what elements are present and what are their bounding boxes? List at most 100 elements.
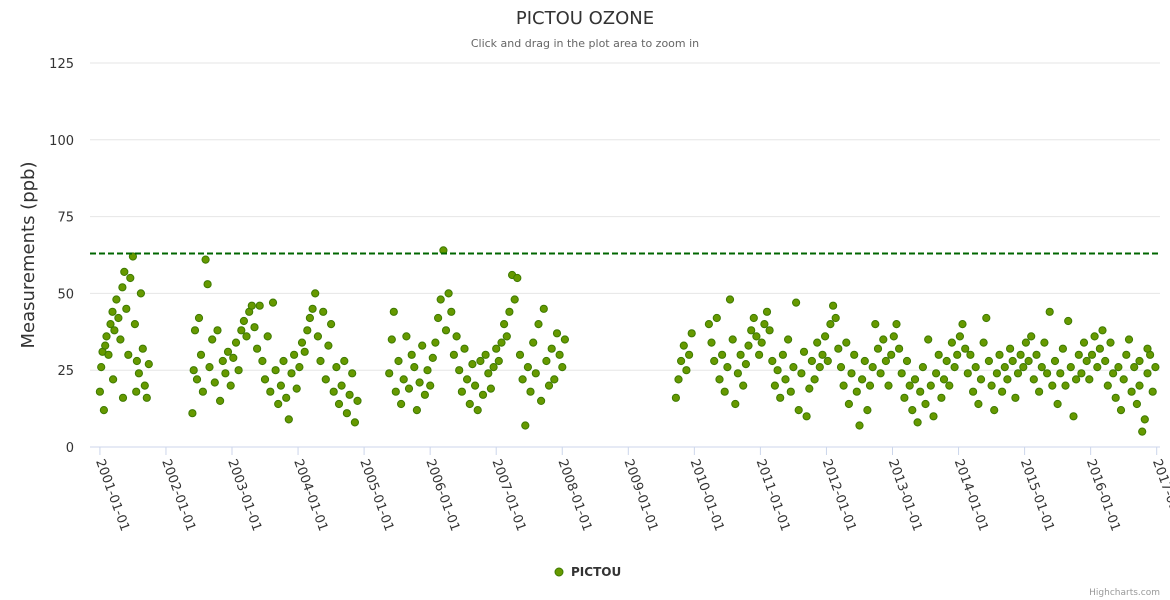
data-point[interactable] [295, 363, 304, 372]
data-point[interactable] [916, 387, 925, 396]
data-point[interactable] [190, 326, 200, 335]
data-point[interactable] [122, 304, 131, 313]
data-point[interactable] [710, 356, 719, 366]
data-point[interactable] [887, 350, 896, 359]
data-point[interactable] [773, 366, 782, 375]
data-point[interactable] [1072, 375, 1081, 384]
data-point[interactable] [821, 332, 830, 341]
data-point[interactable] [834, 344, 843, 353]
data-point[interactable] [786, 387, 795, 396]
data-point[interactable] [284, 415, 293, 424]
data-point[interactable] [1077, 369, 1086, 378]
data-point[interactable] [266, 387, 275, 396]
data-point[interactable] [513, 273, 522, 283]
data-point[interactable] [749, 313, 758, 323]
data-point[interactable] [807, 356, 817, 366]
data-point[interactable] [140, 381, 149, 390]
data-point[interactable] [300, 347, 309, 356]
data-point[interactable] [858, 375, 867, 384]
data-point[interactable] [984, 356, 994, 366]
data-point[interactable] [739, 381, 748, 390]
data-point[interactable] [789, 363, 798, 372]
data-point[interactable] [279, 356, 288, 366]
data-point[interactable] [831, 313, 840, 323]
credits-link[interactable]: Highcharts.com [1089, 588, 1160, 598]
data-point[interactable] [881, 356, 891, 366]
data-point[interactable] [712, 313, 721, 323]
data-point[interactable] [476, 356, 485, 366]
data-point[interactable] [744, 341, 753, 350]
data-point[interactable] [1124, 335, 1134, 344]
data-point[interactable] [1058, 344, 1068, 353]
data-point[interactable] [502, 332, 511, 341]
data-point[interactable] [921, 399, 930, 409]
data-point[interactable] [537, 396, 546, 405]
data-point[interactable] [1127, 387, 1136, 396]
data-point[interactable] [457, 387, 466, 396]
data-point[interactable] [1101, 356, 1110, 366]
data-point[interactable] [104, 350, 113, 359]
data-point[interactable] [500, 320, 509, 329]
data-point[interactable] [747, 326, 756, 335]
data-point[interactable] [109, 375, 118, 384]
data-point[interactable] [1027, 332, 1036, 341]
data-point[interactable] [116, 335, 125, 344]
data-point[interactable] [258, 356, 267, 366]
legend[interactable]: PICTOU [551, 565, 621, 579]
data-point[interactable] [826, 320, 835, 329]
data-point[interactable] [969, 387, 978, 396]
data-point[interactable] [910, 375, 920, 384]
data-point[interactable] [492, 344, 501, 353]
data-point[interactable] [478, 390, 488, 399]
data-point[interactable] [1024, 356, 1033, 366]
data-point[interactable] [539, 304, 548, 313]
data-point[interactable] [778, 350, 788, 359]
data-point[interactable] [1040, 338, 1049, 347]
data-point[interactable] [784, 335, 793, 344]
data-point[interactable] [1143, 344, 1152, 353]
data-point[interactable] [979, 338, 988, 347]
data-point[interactable] [130, 320, 139, 329]
data-point[interactable] [1032, 350, 1041, 359]
data-point[interactable] [860, 356, 869, 366]
data-point[interactable] [1003, 375, 1012, 384]
data-point[interactable] [913, 418, 922, 427]
data-point[interactable] [998, 387, 1007, 396]
data-point[interactable] [1056, 369, 1065, 378]
data-point[interactable] [287, 369, 296, 378]
data-point[interactable] [334, 399, 344, 409]
data-point[interactable] [138, 344, 147, 353]
data-point[interactable] [444, 289, 453, 298]
data-point[interactable] [1050, 356, 1060, 366]
data-point[interactable] [987, 381, 996, 390]
data-point[interactable] [391, 387, 400, 396]
data-point[interactable] [205, 363, 214, 372]
data-point[interactable] [1011, 393, 1020, 402]
data-point[interactable] [813, 338, 822, 347]
data-point[interactable] [134, 369, 143, 378]
data-point[interactable] [321, 375, 330, 384]
data-point[interactable] [942, 356, 951, 366]
data-point[interactable] [765, 326, 774, 335]
data-point[interactable] [223, 347, 233, 356]
data-point[interactable] [550, 375, 559, 384]
data-point[interactable] [102, 332, 111, 341]
data-point[interactable] [1103, 381, 1112, 390]
data-point[interactable] [332, 363, 341, 372]
data-point[interactable] [505, 307, 514, 316]
data-point[interactable] [918, 363, 928, 372]
data-point[interactable] [242, 332, 251, 341]
data-point[interactable] [1000, 363, 1009, 372]
data-point[interactable] [297, 338, 307, 347]
data-point[interactable] [770, 381, 780, 390]
data-point[interactable] [203, 280, 212, 289]
data-point[interactable] [118, 393, 128, 402]
data-point[interactable] [389, 307, 398, 316]
data-point[interactable] [218, 356, 227, 366]
data-point[interactable] [847, 369, 856, 378]
data-point[interactable] [329, 387, 338, 396]
data-point[interactable] [216, 396, 225, 405]
data-point[interactable] [128, 252, 137, 261]
data-point[interactable] [810, 375, 819, 384]
